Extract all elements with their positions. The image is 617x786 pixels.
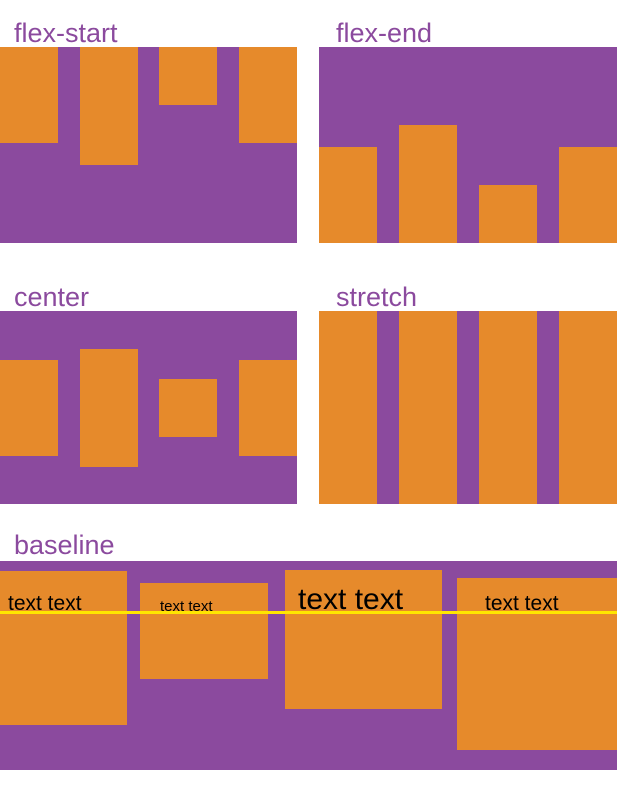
flex-item	[399, 311, 457, 504]
baseline-text-box-1: text text	[0, 571, 127, 725]
flex-container-center	[0, 311, 297, 504]
baseline-text-box-2: text text	[140, 583, 268, 679]
flex-container-flex-end	[319, 47, 617, 243]
flex-item	[0, 359, 58, 456]
flex-item	[238, 359, 297, 456]
flex-item	[79, 47, 138, 165]
flex-item	[559, 147, 617, 243]
baseline-box-text-2: text text	[160, 598, 213, 615]
flex-item	[319, 147, 377, 243]
flex-item	[559, 311, 617, 504]
panel-title-center: center	[14, 282, 90, 312]
flex-item	[159, 47, 218, 105]
baseline-text-box-4: text text	[457, 578, 617, 750]
flex-item	[238, 47, 297, 143]
panel-title-stretch: stretch	[336, 282, 418, 312]
panel-title-flex-start: flex-start	[14, 18, 118, 48]
flex-container-baseline: text text text text text text text text	[0, 561, 617, 770]
flex-item	[79, 348, 138, 467]
flex-item	[399, 125, 457, 243]
baseline-box-text-3: text text	[298, 583, 404, 616]
panel-title-flex-end: flex-end	[336, 18, 433, 48]
panel-title-baseline: baseline	[14, 530, 115, 560]
baseline-text-box-3: text text	[285, 570, 442, 709]
flex-item	[0, 47, 58, 143]
flex-item	[159, 378, 218, 437]
flex-container-flex-start	[0, 47, 297, 243]
flex-item	[319, 311, 377, 504]
baseline-indicator-line	[0, 611, 617, 614]
baseline-box-text-4: text text	[485, 592, 559, 615]
flex-container-stretch	[319, 311, 617, 504]
baseline-box-text-1: text text	[8, 592, 82, 615]
flex-item	[479, 311, 537, 504]
flex-item	[479, 185, 537, 243]
